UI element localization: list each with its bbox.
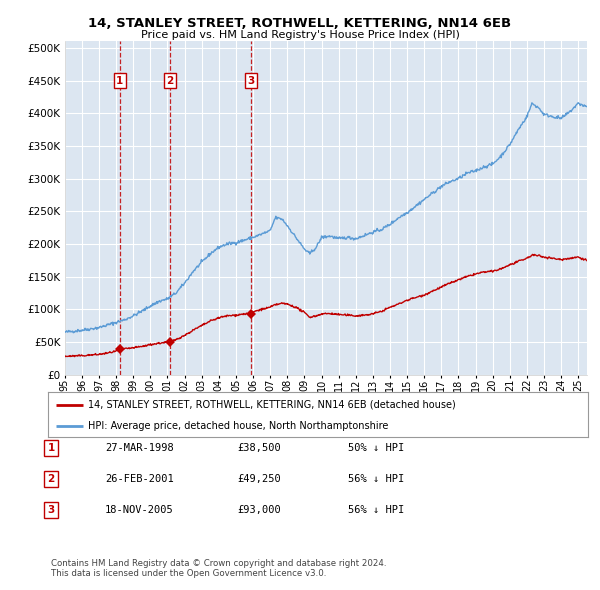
Text: 3: 3	[47, 505, 55, 514]
Text: 27-MAR-1998: 27-MAR-1998	[105, 444, 174, 453]
Text: 2: 2	[166, 76, 173, 86]
Text: Price paid vs. HM Land Registry's House Price Index (HPI): Price paid vs. HM Land Registry's House …	[140, 30, 460, 40]
Text: £38,500: £38,500	[237, 444, 281, 453]
Text: HPI: Average price, detached house, North Northamptonshire: HPI: Average price, detached house, Nort…	[89, 421, 389, 431]
Text: 56% ↓ HPI: 56% ↓ HPI	[348, 474, 404, 484]
Text: 1: 1	[47, 444, 55, 453]
Text: £49,250: £49,250	[237, 474, 281, 484]
Text: 50% ↓ HPI: 50% ↓ HPI	[348, 444, 404, 453]
Text: 1: 1	[116, 76, 124, 86]
Text: Contains HM Land Registry data © Crown copyright and database right 2024.
This d: Contains HM Land Registry data © Crown c…	[51, 559, 386, 578]
Text: 3: 3	[248, 76, 255, 86]
Text: 2: 2	[47, 474, 55, 484]
Text: 26-FEB-2001: 26-FEB-2001	[105, 474, 174, 484]
Text: £93,000: £93,000	[237, 505, 281, 514]
Text: 14, STANLEY STREET, ROTHWELL, KETTERING, NN14 6EB (detached house): 14, STANLEY STREET, ROTHWELL, KETTERING,…	[89, 400, 456, 409]
Text: 18-NOV-2005: 18-NOV-2005	[105, 505, 174, 514]
Text: 56% ↓ HPI: 56% ↓ HPI	[348, 505, 404, 514]
Text: 14, STANLEY STREET, ROTHWELL, KETTERING, NN14 6EB: 14, STANLEY STREET, ROTHWELL, KETTERING,…	[88, 17, 512, 30]
